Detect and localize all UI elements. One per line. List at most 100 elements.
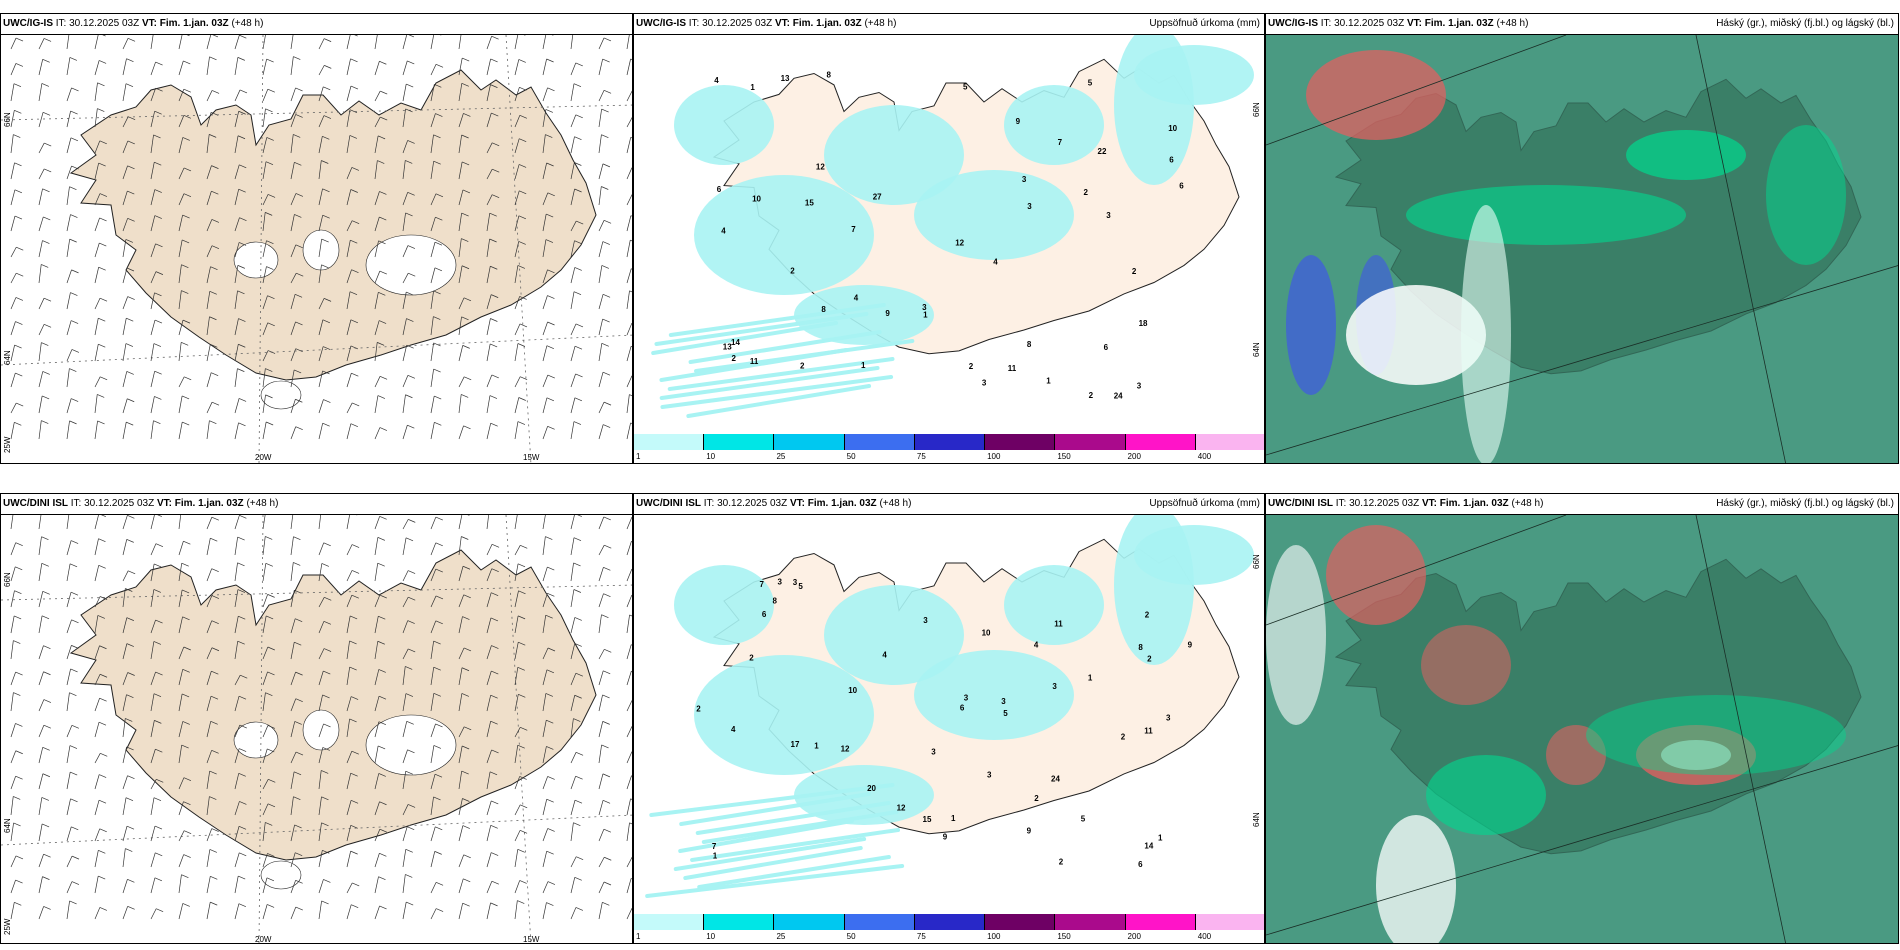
wind-barb [122, 539, 128, 556]
wind-barb [570, 136, 575, 154]
wind-barb-flag [209, 316, 217, 321]
precip-streak [701, 810, 899, 844]
wind-barb-flag [464, 376, 472, 381]
wind-barb [234, 422, 239, 440]
wind-barb [10, 37, 17, 50]
wind-barb [346, 800, 352, 816]
wind-barb [122, 570, 129, 582]
wind-barb-flag [519, 323, 528, 328]
precip-map: 3542781261027241511863214221349111876101… [651, 35, 1254, 418]
wind-barb-flag [519, 830, 528, 834]
wind-barb-flag [490, 343, 498, 348]
wind-barb [318, 38, 325, 50]
wind-barb-flag [547, 295, 555, 299]
precip-value-label: 10 [848, 686, 857, 695]
wind-barb [262, 671, 268, 686]
wind-barb [38, 906, 44, 920]
cloud-layer-area [1346, 285, 1486, 385]
precip-area [1004, 85, 1104, 165]
wind-barb [626, 644, 632, 660]
wind-barb [206, 517, 213, 530]
wind-barb-flag [16, 272, 24, 277]
wind-barb-flag [41, 342, 49, 346]
wind-barb-flag [351, 372, 359, 377]
wind-barb-flag [295, 879, 303, 884]
wind-barb-flag [517, 900, 525, 904]
wind-barb [570, 83, 575, 102]
wind-barb-flag [295, 751, 304, 756]
wind-barb-flag [517, 563, 526, 568]
wind-barb-flag [127, 37, 136, 42]
cloud-layer-area [1766, 125, 1846, 265]
wind-barb [318, 822, 322, 842]
precip-panel-top: UWC/IG-IS IT: 30.12.2025 03Z VT: Fim. 1.… [633, 13, 1265, 464]
wind-barb [150, 619, 156, 634]
scale-tick-label: 75 [916, 452, 926, 461]
wind-barb-flag [463, 425, 471, 430]
wind-barb-flag [602, 901, 610, 906]
wind-barb [206, 671, 212, 686]
wind-barb [206, 402, 213, 414]
wind-barb [318, 900, 322, 920]
wind-barb [206, 771, 211, 790]
wind-barb-flag [545, 614, 553, 619]
wind-barb-flag [15, 879, 23, 884]
wind-barb [346, 85, 352, 102]
wind-barb-flag [629, 290, 632, 293]
wind-barb-flag [71, 881, 80, 885]
wind-barb [458, 35, 462, 50]
wind-barb [150, 825, 156, 842]
wind-barb [542, 321, 548, 336]
wind-barb-flag [43, 724, 51, 729]
wind-barb [262, 904, 268, 920]
wind-barb [290, 35, 294, 50]
wind-barb [458, 667, 463, 686]
graticule-line [1695, 515, 1786, 943]
wind-barb-flag [126, 643, 134, 647]
wind-barb [458, 265, 463, 284]
wind-barb-flag [71, 725, 80, 729]
wind-barb [178, 541, 184, 556]
scale-tick-label: 100 [987, 932, 1001, 941]
wind-barb-flag [490, 318, 498, 322]
wind-barb-flag [154, 292, 162, 297]
wind-barb [598, 163, 604, 180]
wind-barb [94, 60, 100, 76]
wind-barb [10, 723, 16, 738]
wind-barb-flag [14, 110, 22, 114]
wind-barb [514, 515, 518, 530]
wind-barb-flag [125, 343, 134, 347]
wind-barb [430, 851, 436, 868]
wind-map-frame: 66N 64N 25W 20W 15W [1, 34, 632, 463]
wind-barb [626, 137, 632, 154]
wind-barb-flag [520, 376, 528, 381]
wind-barb-flag [183, 60, 191, 65]
wind-barb [570, 114, 577, 128]
wind-barb-flag [238, 773, 246, 777]
wind-barb-flag [265, 563, 273, 567]
wind-barb-flag [407, 570, 416, 574]
wind-barb-flag [98, 721, 107, 726]
precip-value-label: 24 [1051, 775, 1060, 784]
wind-barb-flag [181, 562, 189, 567]
precip-value-label: 2 [1121, 733, 1126, 742]
wind-barb-flag [462, 798, 470, 802]
wind-barb [66, 398, 72, 414]
wind-barb [150, 396, 155, 414]
wind-barb [598, 319, 603, 336]
wind-barb-flag [462, 825, 470, 829]
wind-barb [486, 266, 491, 284]
wind-barb-flag [69, 186, 77, 191]
wind-barb-flag [408, 648, 416, 653]
wind-barb-flag [182, 421, 190, 426]
wind-barb [402, 620, 409, 634]
wind-barb [626, 394, 630, 414]
wind-barb-flag [377, 745, 386, 750]
wind-barb-flag [154, 396, 162, 400]
wind-barb [10, 297, 17, 310]
precip-streak [686, 384, 872, 418]
wind-barb [402, 84, 407, 102]
wind-barb [598, 134, 602, 154]
wind-barb-flag [13, 796, 21, 800]
wind-barb-flag [15, 723, 23, 727]
